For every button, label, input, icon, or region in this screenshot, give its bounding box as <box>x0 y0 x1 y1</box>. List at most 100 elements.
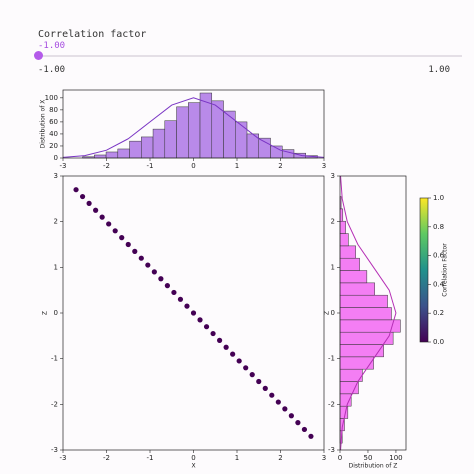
point <box>223 344 229 350</box>
bar <box>339 208 344 222</box>
point <box>184 303 190 309</box>
point <box>282 406 288 412</box>
y-axis-label: Z <box>324 311 331 315</box>
bar <box>164 120 177 159</box>
point <box>275 399 281 405</box>
point <box>151 269 157 275</box>
point <box>190 310 197 316</box>
slider-min: -1.00 <box>38 65 66 75</box>
bar <box>117 148 130 159</box>
point <box>112 228 118 234</box>
point <box>119 235 125 241</box>
point <box>269 392 275 398</box>
point <box>288 413 294 419</box>
y-tick-label: 0 <box>54 309 58 317</box>
point <box>106 221 112 227</box>
bar <box>339 245 356 259</box>
x-axis-label: Distribution of Z <box>349 463 398 470</box>
y-axis-label: Z <box>42 311 49 315</box>
y-tick-label: 0.0 <box>433 338 444 346</box>
y-tick-label: 0 <box>54 154 58 162</box>
x-tick-label: -1 <box>147 162 154 170</box>
slider-value: -1.00 <box>38 41 66 51</box>
slider-thumb[interactable] <box>34 51 43 60</box>
slider-track[interactable] <box>38 55 462 57</box>
point <box>125 241 131 248</box>
point <box>158 276 164 282</box>
x-axis-label: X <box>191 463 195 470</box>
x-tick-label: -3 <box>60 162 67 170</box>
bar <box>105 151 119 159</box>
y-tick-label: 100 <box>45 94 58 102</box>
x-tick-label: -2 <box>103 454 110 462</box>
bar <box>339 220 346 234</box>
point <box>236 358 242 364</box>
y-tick-label: 1 <box>331 263 335 271</box>
bar <box>152 128 166 159</box>
x-tick-label: 0 <box>338 454 342 462</box>
point <box>203 324 210 330</box>
bar <box>339 307 392 321</box>
point <box>256 378 262 385</box>
point <box>86 200 92 206</box>
y-tick-label: 80 <box>49 106 58 114</box>
y-tick-label: 2 <box>331 218 335 226</box>
point <box>308 433 314 439</box>
x-tick-label: 0 <box>191 454 195 462</box>
point <box>177 296 184 302</box>
y-tick-label: 0.6 <box>433 252 445 260</box>
y-axis-label: Distribution of X <box>40 100 47 149</box>
point <box>138 255 144 261</box>
slider-label: Correlation factor <box>38 29 147 40</box>
y-tick-label: -3 <box>51 446 58 454</box>
x-tick-label: 0 <box>191 162 195 170</box>
y-tick-label: 0.4 <box>433 280 445 288</box>
point <box>217 337 223 343</box>
kde-line <box>340 175 397 451</box>
point <box>301 426 308 433</box>
point <box>295 420 301 426</box>
y-tick-label: -1 <box>51 355 58 363</box>
point <box>243 365 249 371</box>
point <box>171 289 177 296</box>
y-tick-label: -3 <box>328 446 335 454</box>
y-tick-label: -2 <box>51 400 58 408</box>
x-tick-label: -3 <box>60 454 67 462</box>
y-tick-label: 0.8 <box>433 223 444 231</box>
y-tick-label: 2 <box>54 218 58 226</box>
y-tick-label: 20 <box>49 142 58 150</box>
bar <box>188 102 201 159</box>
x-tick-label: 2 <box>278 162 282 170</box>
x-tick-label: -1 <box>147 454 154 462</box>
bar <box>339 270 368 284</box>
bar <box>339 294 388 308</box>
x-tick-label: 3 <box>322 454 326 462</box>
point <box>210 330 216 337</box>
bar <box>339 344 384 358</box>
bar <box>211 100 224 159</box>
bar <box>339 233 349 247</box>
y-tick-label: 3 <box>54 172 58 180</box>
bar <box>94 154 107 159</box>
x-tick-label: -2 <box>103 162 110 170</box>
bar <box>199 92 213 159</box>
point <box>262 385 268 391</box>
y-tick-label: -2 <box>328 400 335 408</box>
x-tick-label: 3 <box>322 162 326 170</box>
bar <box>339 282 375 296</box>
x-tick-label: 1 <box>235 454 239 462</box>
colorbar <box>419 197 429 343</box>
x-tick-label: 100 <box>389 454 402 462</box>
bar <box>129 140 142 159</box>
point <box>132 248 138 254</box>
point <box>73 187 79 193</box>
point <box>249 372 255 378</box>
bar <box>258 137 271 159</box>
y-tick-label: 60 <box>49 118 58 126</box>
y-tick-label: 0 <box>331 309 335 317</box>
point <box>79 193 86 200</box>
bar <box>141 136 154 159</box>
slider-max: 1.00 <box>428 65 450 75</box>
